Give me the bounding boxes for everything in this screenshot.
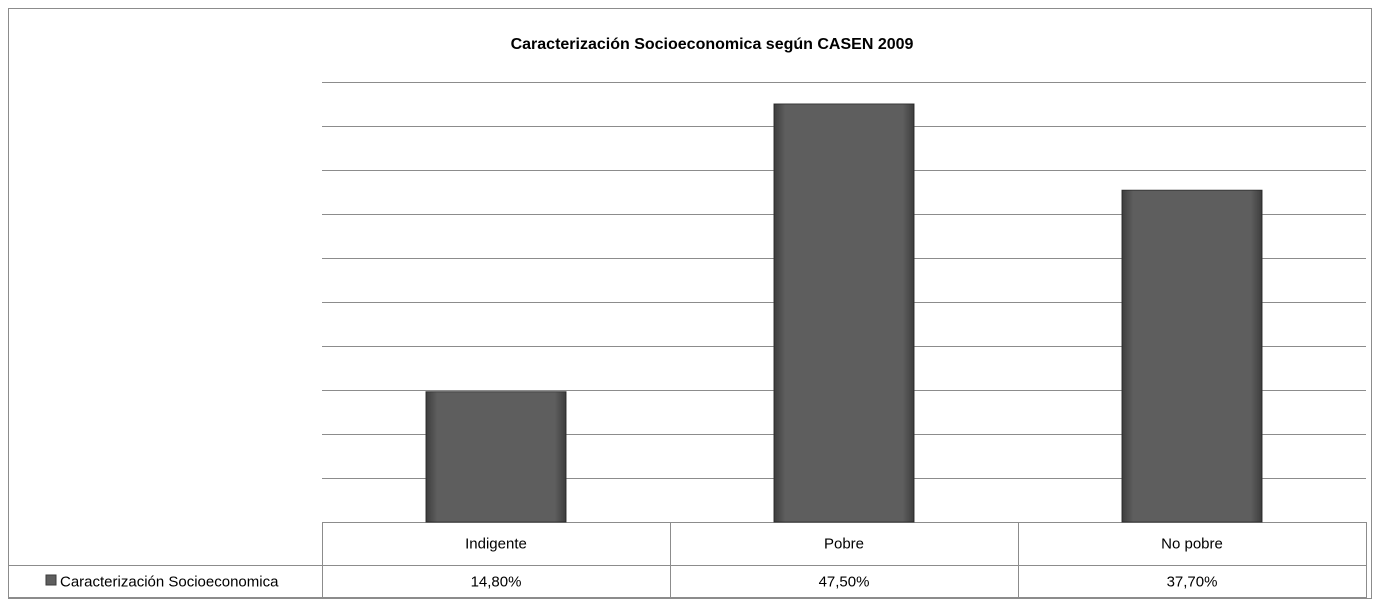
x-tick-label: Pobre [824, 535, 864, 552]
bar [1121, 189, 1263, 523]
data-label: 14,80% [471, 573, 522, 590]
legend-key [45, 574, 57, 586]
x-tick-label: Indigente [465, 535, 527, 552]
bar [425, 391, 567, 523]
data-label: 37,70% [1167, 573, 1218, 590]
x-tick-label: No pobre [1161, 535, 1223, 552]
legend-label: Caracterización Socioeconomica [60, 573, 279, 590]
bar [773, 103, 915, 523]
data-label: 47,50% [819, 573, 870, 590]
chart-title: Caracterización Socioeconomica según CAS… [511, 36, 914, 53]
